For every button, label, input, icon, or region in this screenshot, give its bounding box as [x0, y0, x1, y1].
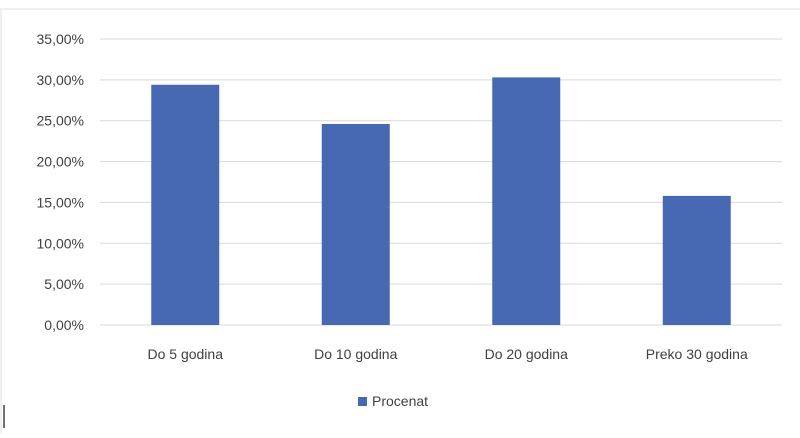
legend: Procenat [358, 393, 428, 409]
legend-swatch [358, 397, 367, 406]
y-tick-label: 5,00% [44, 276, 84, 292]
bars [151, 77, 731, 326]
y-tick-label: 10,00% [37, 235, 84, 251]
bar [151, 84, 220, 325]
x-tick-label: Do 5 godina [147, 346, 223, 362]
y-tick-label: 35,00% [37, 31, 84, 47]
y-tick-label: 20,00% [37, 154, 84, 170]
y-tick-label: 15,00% [37, 194, 84, 210]
y-axis-tick-labels: 0,00% 5,00% 10,00% 15,00% 20,00% 25,00% 30,00%… [37, 31, 84, 333]
y-tick-label: 0,00% [44, 317, 84, 333]
x-tick-label: Do 10 godina [314, 346, 398, 362]
legend-label: Procenat [372, 393, 428, 409]
y-tick-label: 30,00% [37, 72, 84, 88]
y-tick-label: 25,00% [37, 113, 84, 129]
bar [321, 123, 390, 326]
bar [492, 77, 561, 325]
x-axis-tick-labels: Do 5 godina Do 10 godina Do 20 godina Preko… [147, 346, 747, 362]
bar [662, 195, 731, 325]
x-tick-label: Preko 30 godina [646, 346, 748, 362]
x-tick-label: Do 20 godina [485, 346, 569, 362]
